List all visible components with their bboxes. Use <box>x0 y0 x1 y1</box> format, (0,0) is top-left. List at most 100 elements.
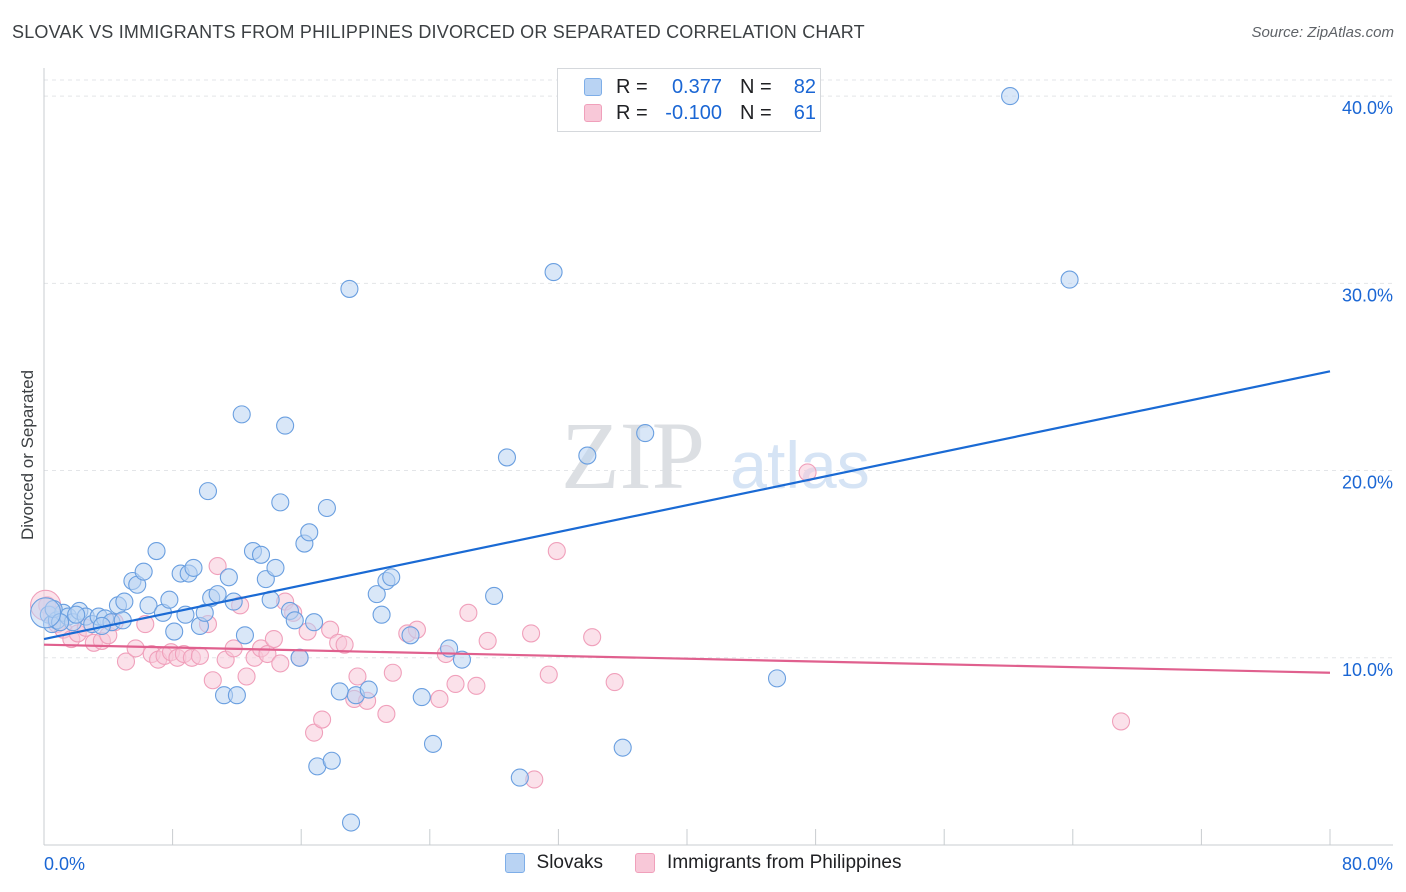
point-philippines <box>605 673 624 692</box>
point-slovaks <box>232 405 251 424</box>
point-slovaks <box>767 669 787 688</box>
point-slovaks <box>184 558 203 577</box>
point-philippines <box>208 556 227 576</box>
point-slovaks <box>359 680 378 699</box>
point-slovaks <box>578 446 597 465</box>
watermark-atlas: atlas <box>730 428 869 502</box>
point-slovaks <box>67 605 86 624</box>
point-slovaks <box>423 734 443 753</box>
point-slovaks <box>198 482 218 501</box>
point-philippines <box>116 652 136 671</box>
point-philippines <box>203 671 222 690</box>
grid-lines <box>44 79 1393 659</box>
series-slovaks-points <box>30 87 1079 832</box>
point-slovaks <box>636 424 655 443</box>
point-philippines <box>547 542 566 561</box>
point-slovaks <box>271 493 290 512</box>
point-slovaks <box>497 448 517 467</box>
y-tick-label: 40.0% <box>1342 98 1393 118</box>
point-slovaks <box>235 626 254 645</box>
legend-label-slovaks: Slovaks <box>536 852 604 873</box>
legend-swatch-philippines <box>584 104 602 122</box>
point-philippines <box>478 631 497 650</box>
point-slovaks <box>147 542 166 561</box>
point-philippines <box>377 704 396 723</box>
legend-n-value: 61 <box>793 101 816 124</box>
point-slovaks <box>340 279 359 298</box>
watermark: ZIP atlas <box>561 402 870 509</box>
point-philippines <box>539 665 558 684</box>
point-slovaks <box>219 568 238 587</box>
point-philippines <box>237 667 256 686</box>
legend-row-slovaks: R = 0.377 N = 82 <box>584 75 816 99</box>
legend-n-label: N = <box>740 101 772 124</box>
point-slovaks <box>401 626 420 645</box>
legend-n-label: N = <box>740 75 772 98</box>
point-philippines <box>190 646 209 665</box>
point-slovaks <box>276 416 295 435</box>
point-slovaks <box>305 613 324 632</box>
legend-n-value: 82 <box>793 75 816 98</box>
point-philippines <box>583 628 602 647</box>
point-slovaks <box>195 603 214 622</box>
point-slovaks <box>115 592 134 611</box>
legend-swatch-slovaks <box>504 853 525 873</box>
point-slovaks <box>317 498 336 518</box>
series-legend: Slovaks Immigrants from Philippines <box>0 852 1406 874</box>
point-slovaks <box>1001 87 1020 106</box>
y-tick-labels: 10.0% 20.0% 30.0% 40.0% <box>1342 98 1393 680</box>
legend-r-label: R = <box>616 75 648 98</box>
point-philippines <box>264 629 283 649</box>
point-slovaks <box>322 751 341 770</box>
chart-title: SLOVAK VS IMMIGRANTS FROM PHILIPPINES DI… <box>12 22 865 42</box>
legend-r-value: 0.377 <box>671 75 722 98</box>
y-tick-label: 30.0% <box>1342 285 1393 305</box>
point-slovaks <box>510 768 529 787</box>
point-philippines <box>1111 712 1131 731</box>
point-philippines <box>321 620 340 639</box>
source-credit: Source: ZipAtlas.com <box>1251 24 1394 41</box>
point-philippines <box>430 689 449 709</box>
point-philippines <box>383 663 402 682</box>
point-philippines <box>271 654 290 673</box>
point-slovaks <box>613 738 632 757</box>
point-slovaks <box>1060 270 1079 289</box>
legend-item-slovaks: Slovaks <box>504 852 604 874</box>
point-slovaks <box>227 686 246 705</box>
y-tick-label: 20.0% <box>1342 473 1393 493</box>
point-slovaks <box>160 590 179 609</box>
point-slovaks <box>382 568 401 587</box>
point-slovaks <box>485 586 504 606</box>
y-tick-label: 10.0% <box>1342 660 1393 680</box>
correlation-legend: R = 0.377 N = 82 R = -0.100 N = 61 <box>557 68 821 132</box>
legend-r-label: R = <box>616 101 648 124</box>
point-slovaks <box>30 597 62 629</box>
point-philippines <box>348 667 367 686</box>
point-slovaks <box>285 611 304 630</box>
point-slovaks <box>544 263 563 282</box>
point-slovaks <box>290 648 309 667</box>
legend-label-philippines: Immigrants from Philippines <box>667 852 902 873</box>
point-slovaks <box>367 585 386 604</box>
point-philippines <box>522 624 541 643</box>
trend-line-philippines <box>43 643 1331 674</box>
point-slovaks <box>372 605 391 624</box>
legend-swatch-slovaks <box>584 78 602 96</box>
trend-line-slovaks <box>43 370 1331 641</box>
legend-row-philippines: R = -0.100 N = 61 <box>584 101 816 125</box>
point-slovaks <box>165 622 184 641</box>
point-philippines <box>313 710 332 729</box>
point-philippines <box>305 723 324 742</box>
x-tick-label-max: 80.0% <box>1342 854 1393 874</box>
legend-swatch-philippines <box>635 853 656 873</box>
point-slovaks <box>139 596 158 615</box>
point-slovaks <box>452 650 472 669</box>
point-slovaks <box>134 562 153 581</box>
point-philippines <box>335 635 354 654</box>
point-slovaks <box>341 813 361 832</box>
trend-lines <box>43 370 1331 674</box>
point-slovaks <box>208 585 227 604</box>
point-slovaks <box>251 545 271 564</box>
point-slovaks <box>412 688 431 707</box>
